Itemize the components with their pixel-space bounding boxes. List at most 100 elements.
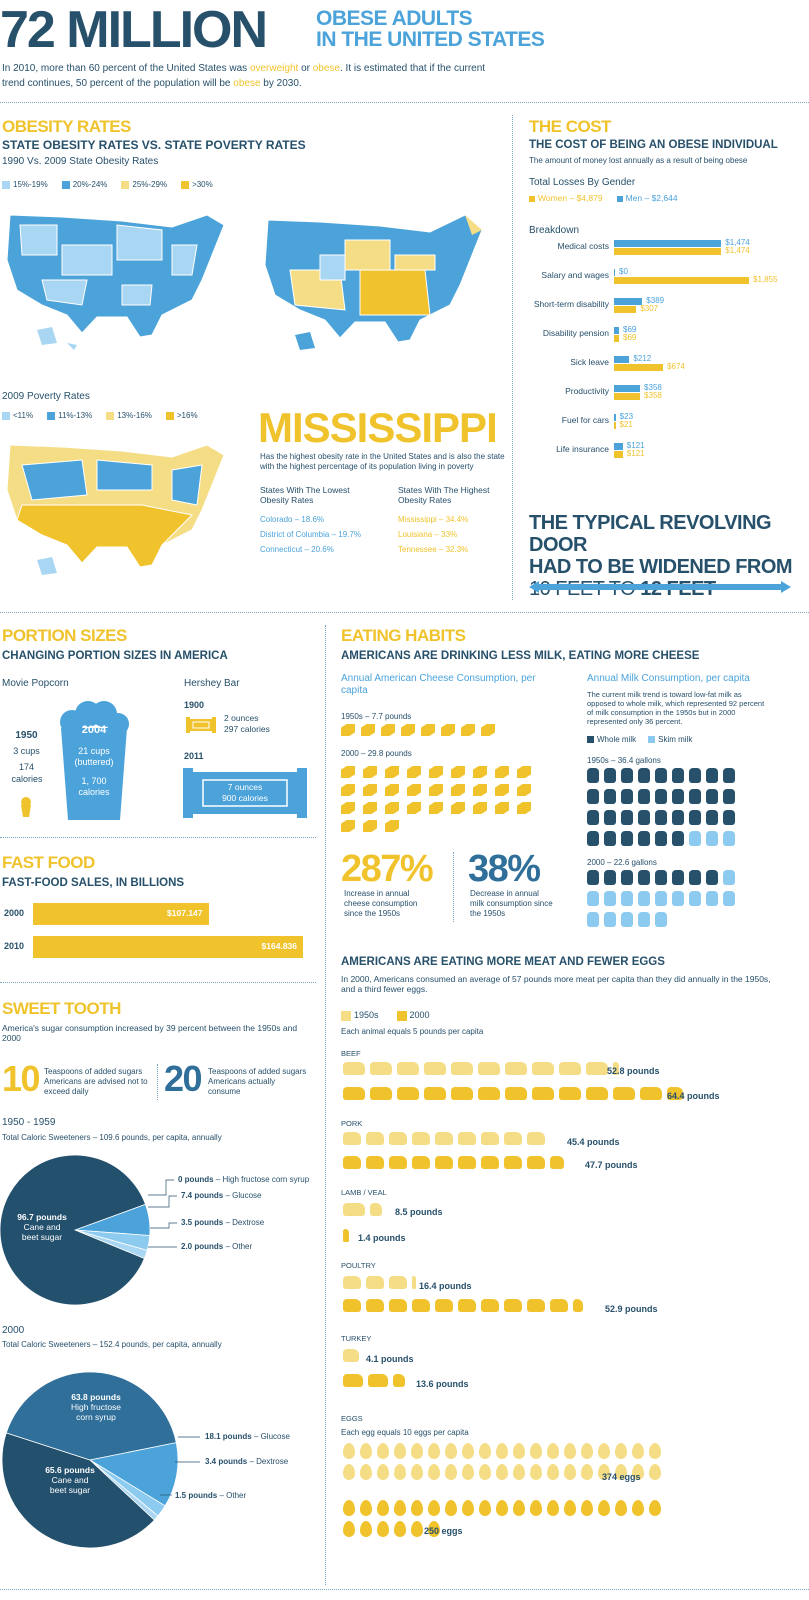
- pie2-a-value: 63.8 pounds: [71, 1392, 121, 1402]
- egg-icon: [394, 1500, 406, 1516]
- pig-icon: [504, 1132, 522, 1145]
- highest-list: Mississippi – 34.4% Louisiana – 33% Tenn…: [398, 512, 468, 557]
- pig-icon: [458, 1156, 476, 1169]
- cow-icon: [451, 1087, 473, 1100]
- cost-value-men: $1,474: [725, 238, 750, 247]
- legend-item: >30%: [181, 180, 213, 189]
- hershey-label: Hershey Bar: [184, 678, 240, 689]
- egg-icon: [377, 1464, 389, 1480]
- pork-1950-value: 45.4 pounds: [567, 1137, 620, 1147]
- pig-icon: [366, 1132, 384, 1145]
- chicken-icon: [343, 1276, 361, 1289]
- cost-value-men: $212: [633, 354, 652, 363]
- cost-value-men: $389: [646, 296, 665, 305]
- popcorn-big-icon: [60, 701, 129, 820]
- egg-icon: [377, 1521, 389, 1537]
- cow-icon: [451, 1062, 473, 1075]
- egg-icon: [564, 1500, 576, 1516]
- us-map-2009: [264, 214, 483, 350]
- pie-1950: [0, 1154, 177, 1306]
- cow-icon: [478, 1087, 500, 1100]
- fastfood-year: 2000: [4, 908, 25, 918]
- milk-icon: [638, 831, 650, 846]
- cheese-icon: [407, 784, 421, 796]
- chicken-icon: [573, 1299, 583, 1312]
- legend-item: 15%-19%: [2, 180, 48, 189]
- hershey-small-icon: [186, 717, 216, 733]
- cost-bar-women: [614, 306, 637, 313]
- intro-text: In 2010, more than 60 percent of the Uni…: [2, 61, 562, 91]
- pie2-a-name: High fructose corn syrup: [70, 1402, 122, 1422]
- poultry-1950-value: 16.4 pounds: [419, 1281, 472, 1291]
- egg-icon: [428, 1500, 440, 1516]
- popcorn-2004: 2004 21 cups (buttered) 1, 700 calories: [62, 725, 126, 798]
- hershey-big-icon: [183, 768, 307, 818]
- milk-icon: [604, 768, 616, 783]
- cheese-1950-icons: [341, 724, 541, 736]
- legend-item: 25%-29%: [121, 180, 167, 189]
- chicken-icon: [504, 1299, 522, 1312]
- divider: [0, 1589, 809, 1590]
- cheese-icon: [495, 802, 509, 814]
- milk-icon: [689, 789, 701, 804]
- cost-bar-men: [614, 356, 630, 363]
- headline-number: 72 MILLION: [0, 1, 268, 59]
- us-map-poverty: [6, 444, 225, 575]
- cheese-icon: [363, 784, 377, 796]
- cow-icon: [532, 1062, 554, 1075]
- cow-icon: [397, 1062, 419, 1075]
- egg-icon: [649, 1500, 661, 1516]
- cost-desc: The amount of money lost annually as a r…: [529, 156, 748, 165]
- cheese-icon: [341, 802, 355, 814]
- egg-icon: [632, 1500, 644, 1516]
- pig-icon: [389, 1156, 407, 1169]
- headline-side-2: IN THE UNITED STATES: [316, 28, 545, 51]
- legend-men: Men – $2,644: [616, 193, 678, 203]
- pork-2000-value: 47.7 pounds: [585, 1160, 638, 1170]
- milk-icon: [723, 768, 735, 783]
- egg-icon: [462, 1443, 474, 1459]
- egg-icon: [513, 1443, 525, 1459]
- legend-whole: Whole milk: [587, 735, 636, 744]
- leader-line: [150, 1222, 177, 1229]
- leader-line: [148, 1179, 174, 1196]
- egg-icon: [343, 1521, 355, 1537]
- lamb-2000-value: 1.4 pounds: [358, 1233, 406, 1243]
- cheese-icon: [341, 724, 355, 736]
- egg-icon: [462, 1500, 474, 1516]
- hershey-1900-year: 1900: [184, 700, 205, 710]
- chicken-icon: [389, 1299, 407, 1312]
- pie1-main-label: 96.7 pounds Cane and beet sugar: [4, 1212, 80, 1242]
- pie-slice: [1, 1432, 155, 1549]
- lamb-1950-row: [343, 1203, 382, 1216]
- eggs-2000-value: 250 eggs: [424, 1526, 463, 1536]
- cheese-2000-icons: [341, 766, 551, 832]
- cost-bar-men: [614, 240, 722, 247]
- egg-icon: [411, 1443, 423, 1459]
- egg-icon: [462, 1464, 474, 1480]
- cal-2004: 1, 700 calories: [78, 776, 110, 797]
- pie1-main-name: Cane and beet sugar: [21, 1222, 63, 1242]
- milk-icon: [706, 810, 718, 825]
- milk-icon: [689, 810, 701, 825]
- cheese-icon: [481, 724, 495, 736]
- pig-icon: [481, 1156, 499, 1169]
- milk-icon: [723, 891, 735, 906]
- milk-icon: [689, 891, 701, 906]
- egg-icon: [564, 1443, 576, 1459]
- milk-icon: [723, 789, 735, 804]
- egg-icon: [530, 1500, 542, 1516]
- pig-icon: [389, 1132, 407, 1145]
- cost-value-men: $0: [619, 267, 628, 276]
- milk-icon: [621, 912, 633, 927]
- cow-icon: [370, 1087, 392, 1100]
- highest-item: Mississippi – 34.4%: [398, 515, 469, 524]
- cheese-icon: [473, 802, 487, 814]
- turkey-icon: [343, 1349, 359, 1362]
- popcorn-1950: 1950 3 cups 174 calories: [4, 730, 49, 785]
- fastfood-value: $164.836: [261, 941, 297, 951]
- milk-icon: [672, 831, 684, 846]
- pie2-a-label: 63.8 pounds High fructose corn syrup: [56, 1392, 136, 1422]
- beef-1950-row: [343, 1062, 619, 1075]
- cheese-icon: [363, 802, 377, 814]
